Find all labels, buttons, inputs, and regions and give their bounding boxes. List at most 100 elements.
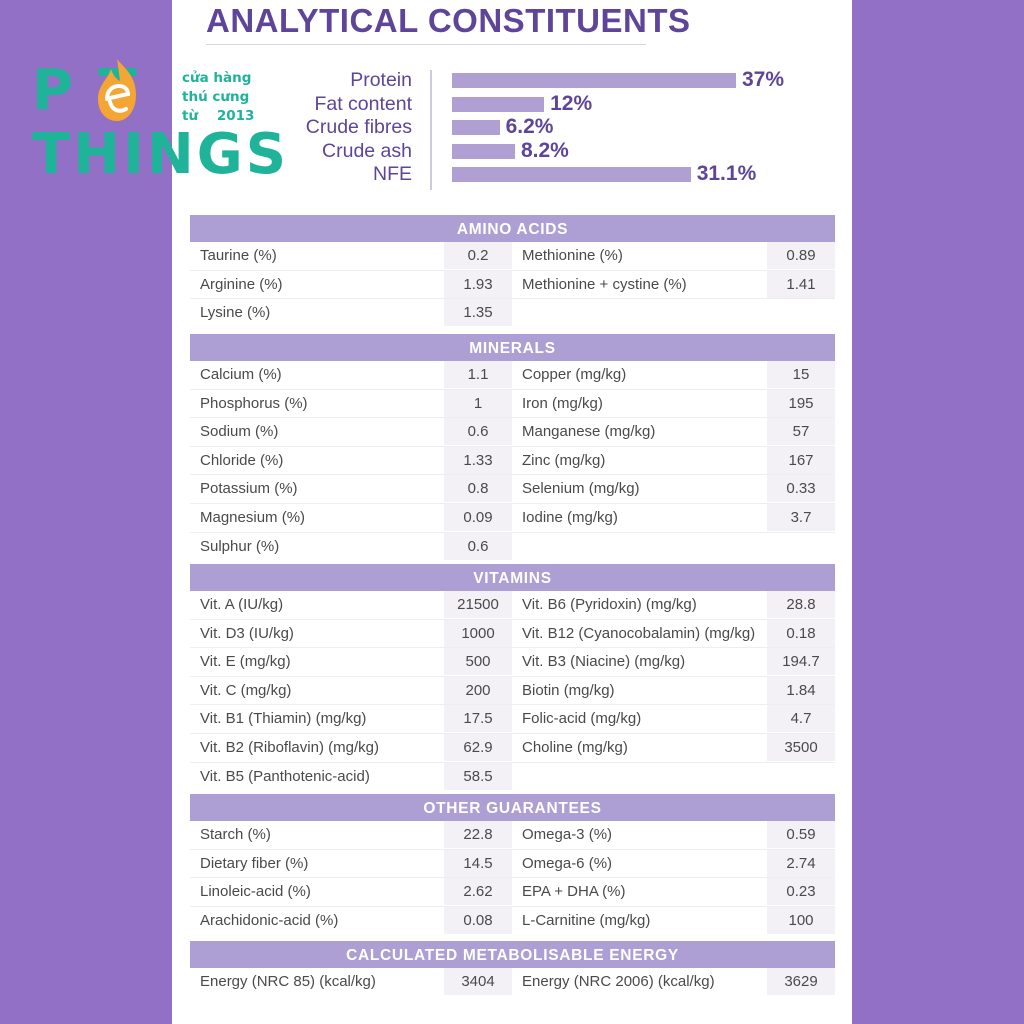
bar-category-label: NFE <box>373 163 412 185</box>
nutrient-value: 0.2 <box>444 242 512 269</box>
nutrient-name: Sodium (%) <box>200 423 279 441</box>
table-row: Vit. B2 (Riboflavin) (mg/kg) 62.9 Choline … <box>190 733 835 763</box>
nutrient-name: Chloride (%) <box>200 451 284 469</box>
table-row: Sodium (%) 0.6 Manganese (mg/kg) 57 <box>190 418 835 447</box>
nutrient-value: 4.7 <box>767 705 835 733</box>
nutrient-value: 3.7 <box>767 503 835 531</box>
nutrient-value: 200 <box>444 676 512 704</box>
section-other-guarantees: OTHER GUARANTEES Starch (%) 22.8 Omega-3 (%… <box>190 794 835 934</box>
nutrient-name: Vit. B6 (Pyridoxin) (mg/kg) <box>522 596 697 613</box>
nutrient-value: 0.6 <box>444 532 512 560</box>
nutrient-value: 0.08 <box>444 906 512 934</box>
section-header: OTHER GUARANTEES <box>190 794 835 821</box>
nutrient-name: Dietary fiber (%) <box>200 854 309 872</box>
section-header: CALCULATED METABOLISABLE ENERGY <box>190 941 835 968</box>
nutrient-name: Vit. B5 (Panthotenic-acid) <box>200 767 370 785</box>
nutrient-name: Linoleic-acid (%) <box>200 883 311 901</box>
nutrient-name: Vit. B2 (Riboflavin) (mg/kg) <box>200 738 379 756</box>
bar-chart-axis <box>430 70 432 190</box>
nutrient-value: 3629 <box>767 968 835 995</box>
table-row: Arachidonic-acid (%) 0.08 L-Carnitine (mg/… <box>190 906 835 935</box>
nutrient-name: Vit. D3 (IU/kg) <box>200 624 294 642</box>
nutrient-name: EPA + DHA (%) <box>522 883 626 901</box>
nutrient-value: 1.84 <box>767 676 835 704</box>
table-row: Sulphur (%) 0.6 <box>190 532 835 561</box>
nutrient-name: Vit. B3 (Niacine) (mg/kg) <box>522 653 686 671</box>
nutrient-value: 500 <box>444 648 512 676</box>
table-row: Vit. C (mg/kg) 200 Biotin (mg/kg) 1.84 <box>190 676 835 706</box>
bar-crude-fibres <box>452 120 500 135</box>
nutrient-value: 57 <box>767 418 835 446</box>
nutrient-value: 1.33 <box>444 446 512 474</box>
nutrient-name: Energy (NRC 85) (kcal/kg) <box>200 973 376 990</box>
logo-word-things: THINGS <box>32 122 290 187</box>
nutrient-value: 0.09 <box>444 503 512 531</box>
nutrient-name: Methionine (%) <box>522 247 623 264</box>
nutrient-name: Arginine (%) <box>200 275 283 293</box>
table-row: Arginine (%) 1.93 Methionine + cystine (%)… <box>190 270 835 300</box>
nutrient-value: 195 <box>767 389 835 417</box>
nutrient-value: 1.1 <box>444 361 512 388</box>
table-row: Energy (NRC 85) (kcal/kg) 3404 Energy (NRC… <box>190 968 835 996</box>
nutrient-name: Copper (mg/kg) <box>522 366 627 383</box>
nutrient-value: 167 <box>767 446 835 474</box>
page-title: ANALYTICAL CONSTITUENTS <box>206 2 691 39</box>
nutrient-value: 22.8 <box>444 821 512 848</box>
bar-category-label: Crude fibres <box>305 116 412 138</box>
nutrient-value: 21500 <box>444 591 512 618</box>
table-row: Vit. E (mg/kg) 500 Vit. B3 (Niacine) (mg/k… <box>190 648 835 677</box>
nutrient-value: 0.8 <box>444 475 512 503</box>
nutrient-name: Magnesium (%) <box>200 508 306 526</box>
table-row: Linoleic-acid (%) 2.62 EPA + DHA (%) 0.23 <box>190 878 835 907</box>
nutrient-name: Vit. C (mg/kg) <box>200 681 292 699</box>
bar-category-label: Protein <box>350 69 412 91</box>
logo-tagline: cửa hàng thú cưng từ 2013 <box>182 69 254 126</box>
nutrient-name: Zinc (mg/kg) <box>522 451 606 469</box>
nutrient-name: Iodine (mg/kg) <box>522 508 618 526</box>
nutrient-name: Selenium (mg/kg) <box>522 480 640 498</box>
nutrient-name: Omega-6 (%) <box>522 854 613 872</box>
nutrient-name: Choline (mg/kg) <box>522 738 628 756</box>
bar-value-label: 31.1% <box>696 162 757 185</box>
nutrient-value: 0.33 <box>767 475 835 503</box>
table-row: Vit. B5 (Panthotenic-acid) 58.5 <box>190 762 835 791</box>
table-row: Chloride (%) 1.33 Zinc (mg/kg) 167 <box>190 446 835 476</box>
nutrient-value: 58.5 <box>444 762 512 790</box>
nutrient-name: Methionine + cystine (%) <box>522 275 687 293</box>
nutrient-value: 3404 <box>444 968 512 995</box>
bar-fat-content <box>452 96 545 112</box>
nutrient-name: Calcium (%) <box>200 366 282 383</box>
table-row: Vit. D3 (IU/kg) 1000 Vit. B12 (Cyanocobala… <box>190 619 835 649</box>
nutrient-value: 2.74 <box>767 849 835 877</box>
nutrient-name: Vit. B1 (Thiamin) (mg/kg) <box>200 710 367 728</box>
nutrient-value: 0.23 <box>767 878 835 906</box>
nutrient-value: 0.89 <box>767 242 835 269</box>
nutrient-value: 28.8 <box>767 591 835 618</box>
nutrient-name: Potassium (%) <box>200 480 298 498</box>
nutrient-name: Iron (mg/kg) <box>522 394 603 412</box>
section-amino-acids: AMINO ACIDS Taurine (%) 0.2 Methionine (%) 0… <box>190 215 835 327</box>
section-minerals: MINERALS Calcium (%) 1.1 Copper (mg/kg) 15 Ph… <box>190 334 835 560</box>
nutrient-value: 194.7 <box>767 648 835 676</box>
nutrient-value: 1000 <box>444 619 512 647</box>
table-row: Taurine (%) 0.2 Methionine (%) 0.89 <box>190 242 835 271</box>
nutrient-name: Vit. A (IU/kg) <box>200 596 284 613</box>
table-row: Starch (%) 22.8 Omega-3 (%) 0.59 <box>190 821 835 850</box>
table-row: Vit. A (IU/kg) 21500 Vit. B6 (Pyridoxin) (… <box>190 591 835 620</box>
table-row: Potassium (%) 0.8 Selenium (mg/kg) 0.33 <box>190 475 835 504</box>
logo-tagline-line: thú cưng <box>182 89 250 105</box>
nutrient-value: 17.5 <box>444 705 512 733</box>
bar-nfe <box>452 167 691 182</box>
section-calculated-metabolisable-energy: CALCULATED METABOLISABLE ENERGY Energy (N… <box>190 941 835 996</box>
nutrient-name: Energy (NRC 2006) (kcal/kg) <box>522 973 715 990</box>
table-row: Calcium (%) 1.1 Copper (mg/kg) 15 <box>190 361 835 390</box>
bar-protein <box>452 73 736 88</box>
title-divider <box>206 44 646 45</box>
nutrient-value: 1 <box>444 389 512 417</box>
logo-tagline-line: cửa hàng <box>182 70 252 86</box>
nutrient-name: Omega-3 (%) <box>522 826 613 843</box>
bar-value-label: 37% <box>742 68 785 91</box>
nutrient-name: Manganese (mg/kg) <box>522 423 656 441</box>
bar-value-label: 6.2% <box>505 115 554 138</box>
nutrient-value: 1.93 <box>444 270 512 298</box>
